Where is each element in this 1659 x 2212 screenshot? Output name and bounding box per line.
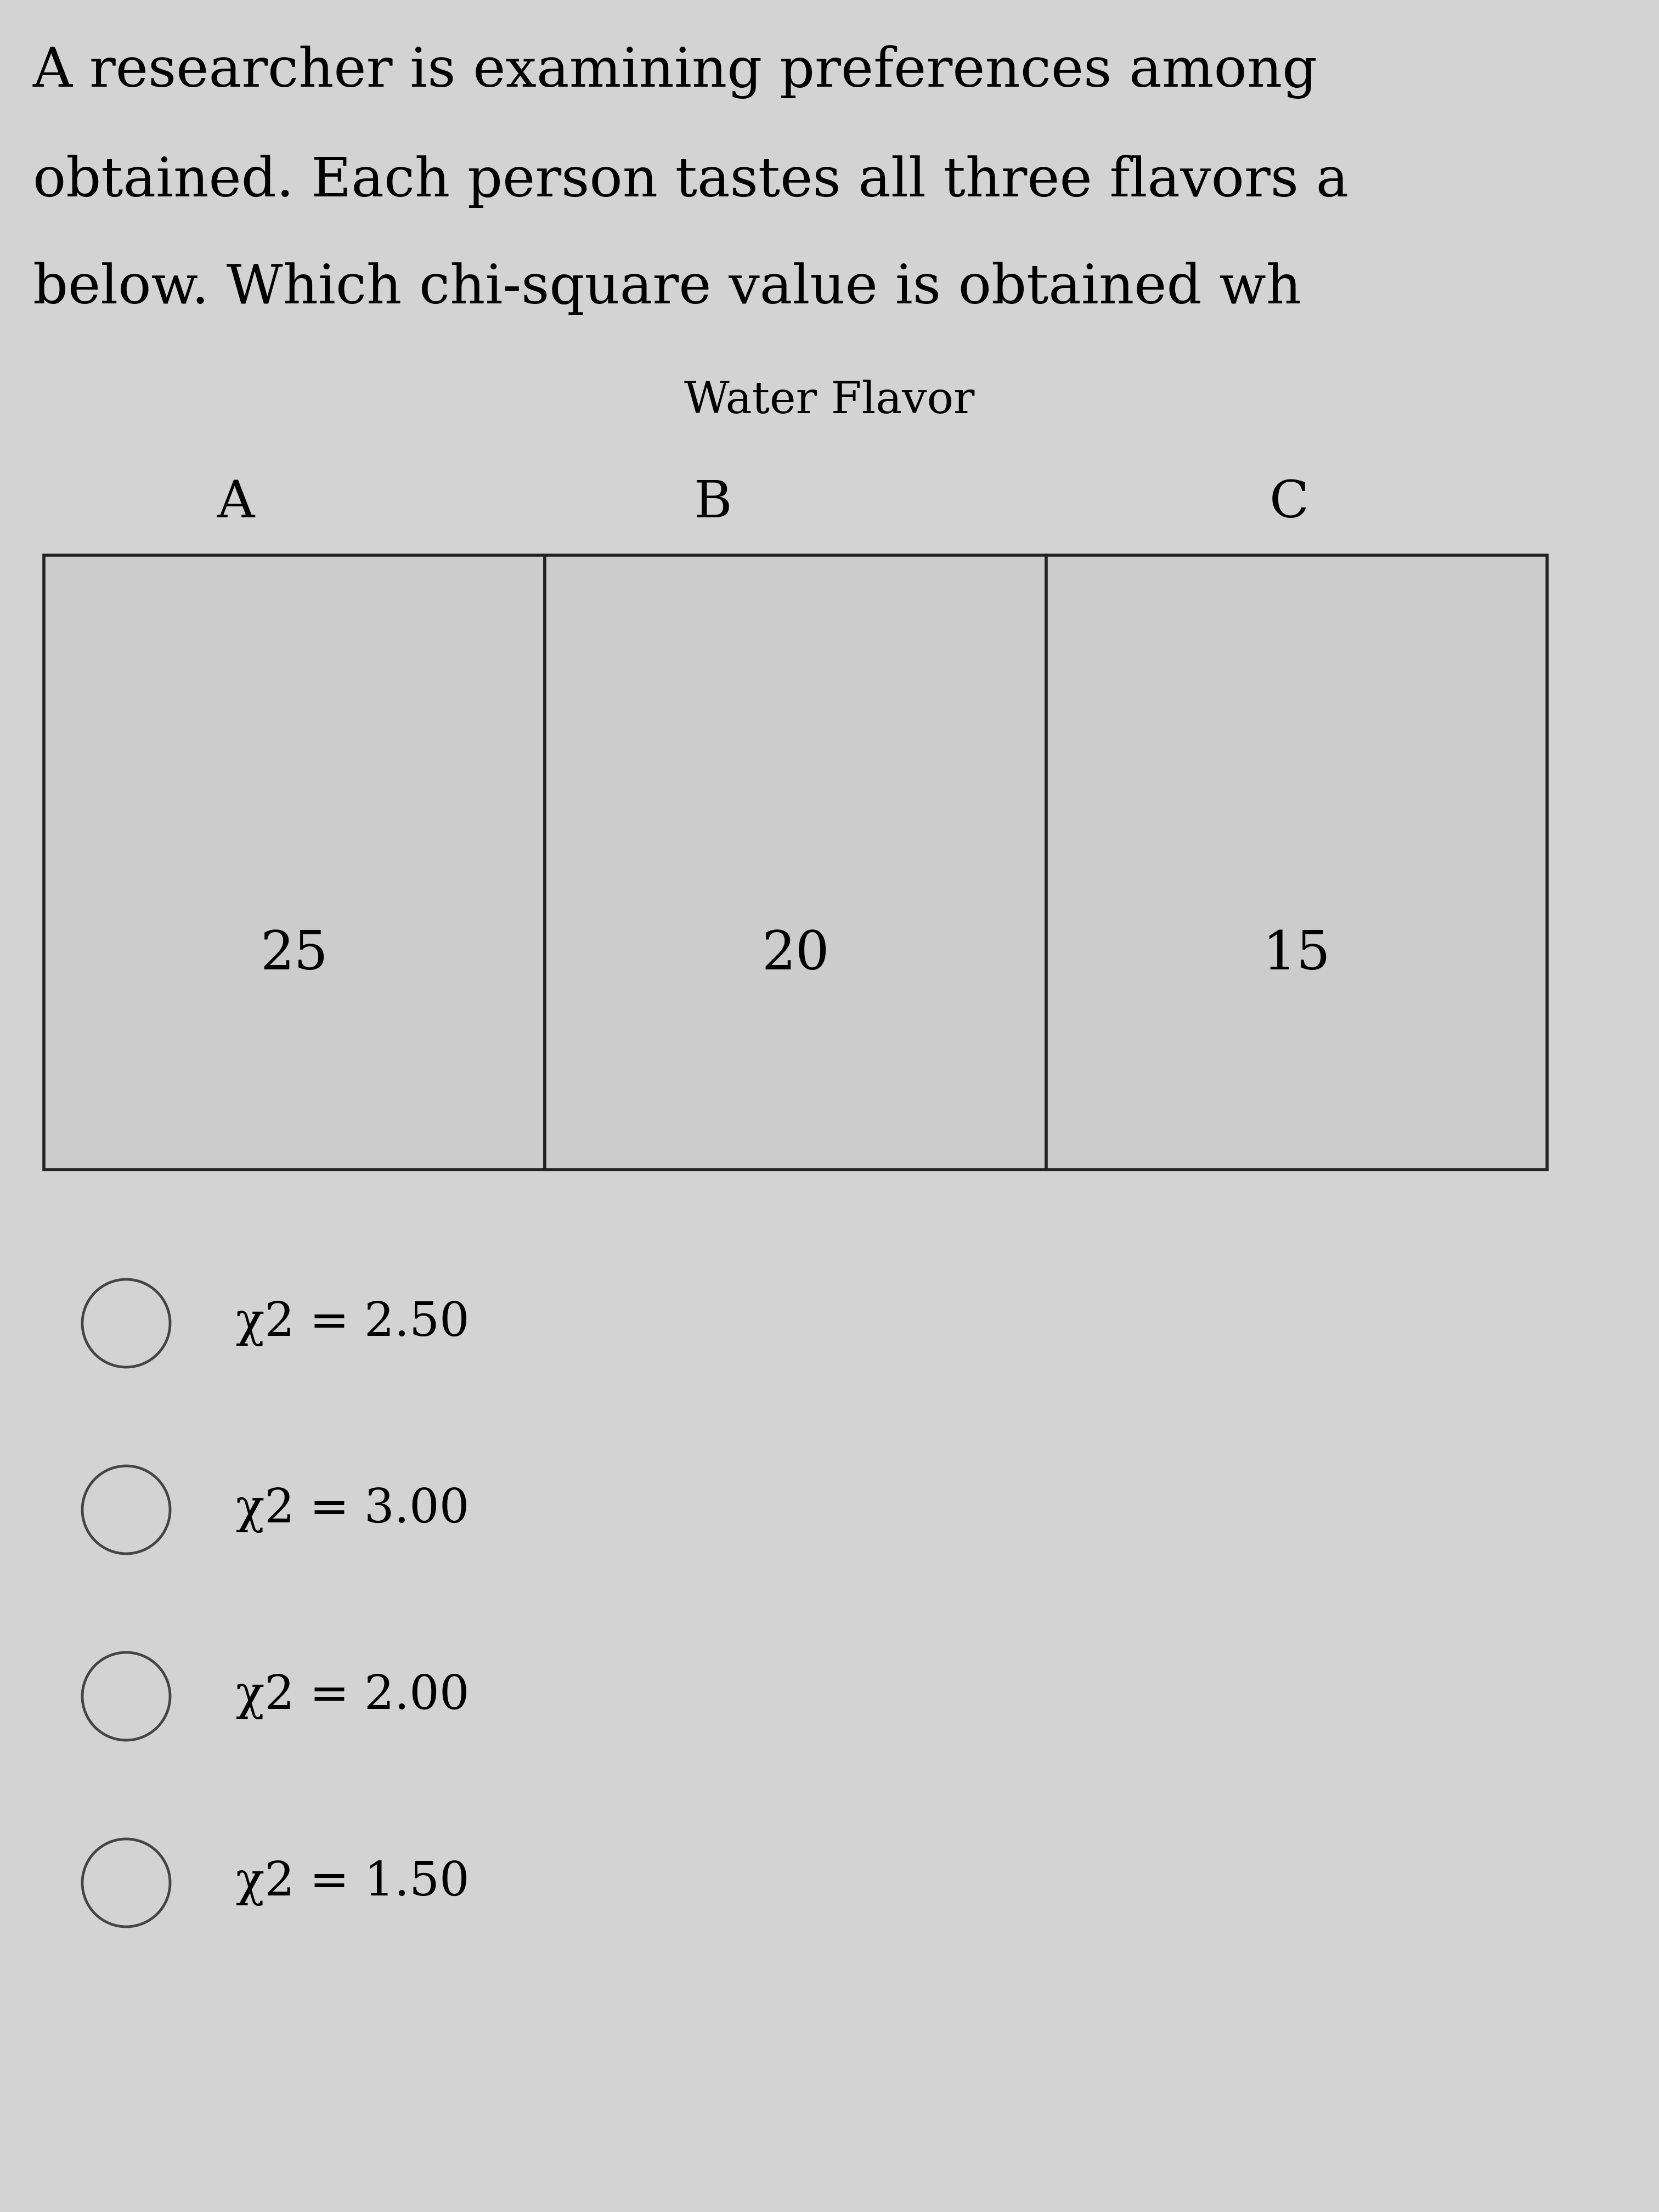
Text: below. Which chi-square value is obtained wh: below. Which chi-square value is obtaine… [33, 261, 1312, 314]
Text: B: B [693, 478, 732, 529]
Text: χ2 = 2.00: χ2 = 2.00 [236, 1674, 469, 1719]
Text: A: A [217, 478, 255, 529]
Bar [544, 555, 1047, 1170]
Text: χ2 = 3.00: χ2 = 3.00 [236, 1486, 469, 1533]
Text: obtained. Each person tastes all three flavors a: obtained. Each person tastes all three f… [33, 155, 1349, 208]
Text: C: C [1269, 478, 1309, 529]
Text: 25: 25 [260, 929, 328, 980]
Bar [43, 555, 544, 1170]
Text: 20: 20 [761, 929, 830, 980]
Text: A researcher is examining preferences among: A researcher is examining preferences am… [33, 44, 1329, 100]
Text: χ2 = 2.50: χ2 = 2.50 [236, 1301, 469, 1347]
Text: 15: 15 [1262, 929, 1331, 980]
Text: Water Flavor: Water Flavor [684, 380, 975, 422]
Text: χ2 = 1.50: χ2 = 1.50 [236, 1860, 469, 1907]
Bar [1047, 555, 1548, 1170]
